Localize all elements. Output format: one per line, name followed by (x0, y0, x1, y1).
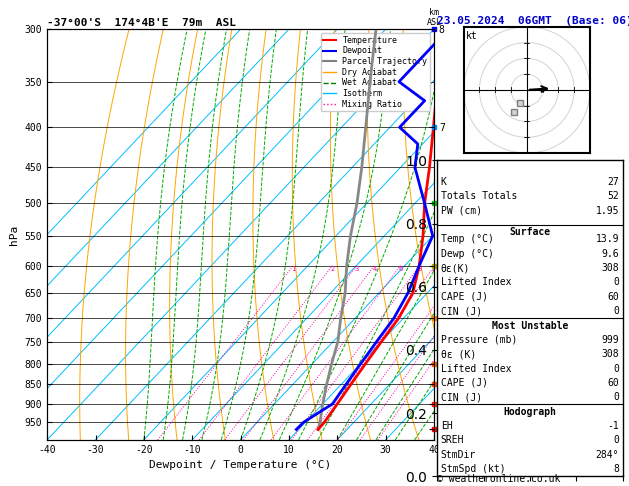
Text: K: K (441, 177, 447, 187)
Text: 10: 10 (431, 265, 439, 272)
Text: StmDir: StmDir (441, 450, 476, 460)
Text: 0: 0 (613, 364, 619, 374)
Text: 3: 3 (355, 265, 359, 272)
Text: 6: 6 (398, 265, 403, 272)
Text: Hodograph: Hodograph (503, 407, 557, 417)
Text: 0: 0 (613, 306, 619, 316)
Text: -37°00'S  174°4B'E  79m  ASL: -37°00'S 174°4B'E 79m ASL (47, 18, 236, 28)
Text: 2: 2 (330, 265, 335, 272)
Text: Surface: Surface (509, 227, 550, 237)
Text: 4: 4 (372, 265, 377, 272)
Text: © weatheronline.co.uk: © weatheronline.co.uk (437, 473, 560, 484)
Text: 8: 8 (418, 265, 421, 272)
Text: 308: 308 (601, 349, 619, 359)
Text: EH: EH (441, 421, 453, 431)
Text: CIN (J): CIN (J) (441, 392, 482, 402)
Text: 9.6: 9.6 (601, 249, 619, 259)
Text: 52: 52 (607, 191, 619, 201)
Text: Dewp (°C): Dewp (°C) (441, 249, 494, 259)
Text: CAPE (J): CAPE (J) (441, 378, 488, 388)
Text: Temp (°C): Temp (°C) (441, 234, 494, 244)
Text: 27: 27 (607, 177, 619, 187)
Text: 8: 8 (613, 464, 619, 474)
Text: 0: 0 (613, 435, 619, 445)
Text: 1.95: 1.95 (596, 206, 619, 216)
Text: Pressure (mb): Pressure (mb) (441, 335, 517, 345)
Text: StmSpd (kt): StmSpd (kt) (441, 464, 506, 474)
Text: 60: 60 (607, 292, 619, 302)
Text: 999: 999 (601, 335, 619, 345)
Text: 284°: 284° (596, 450, 619, 460)
Text: 13.9: 13.9 (596, 234, 619, 244)
Text: CAPE (J): CAPE (J) (441, 292, 488, 302)
Text: 0: 0 (613, 392, 619, 402)
Text: CIN (J): CIN (J) (441, 306, 482, 316)
Text: SREH: SREH (441, 435, 464, 445)
Text: 308: 308 (601, 263, 619, 273)
Text: km
ASL: km ASL (426, 8, 442, 27)
Text: Totals Totals: Totals Totals (441, 191, 517, 201)
Text: Most Unstable: Most Unstable (492, 320, 568, 330)
Text: θε(K): θε(K) (441, 263, 470, 273)
Text: 23.05.2024  06GMT  (Base: 06): 23.05.2024 06GMT (Base: 06) (437, 16, 629, 26)
Y-axis label: Mixing Ratio (g/kg): Mixing Ratio (g/kg) (458, 179, 467, 290)
Legend: Temperature, Dewpoint, Parcel Trajectory, Dry Adiabat, Wet Adiabat, Isotherm, Mi: Temperature, Dewpoint, Parcel Trajectory… (321, 34, 430, 111)
Text: kt: kt (466, 31, 478, 40)
Text: Lifted Index: Lifted Index (441, 364, 511, 374)
Text: Lifted Index: Lifted Index (441, 278, 511, 287)
Y-axis label: hPa: hPa (9, 225, 19, 244)
Text: PW (cm): PW (cm) (441, 206, 482, 216)
Text: θε (K): θε (K) (441, 349, 476, 359)
Text: 0: 0 (613, 278, 619, 287)
X-axis label: Dewpoint / Temperature (°C): Dewpoint / Temperature (°C) (150, 460, 331, 470)
Text: 60: 60 (607, 378, 619, 388)
Text: -1: -1 (607, 421, 619, 431)
Text: 1: 1 (291, 265, 296, 272)
